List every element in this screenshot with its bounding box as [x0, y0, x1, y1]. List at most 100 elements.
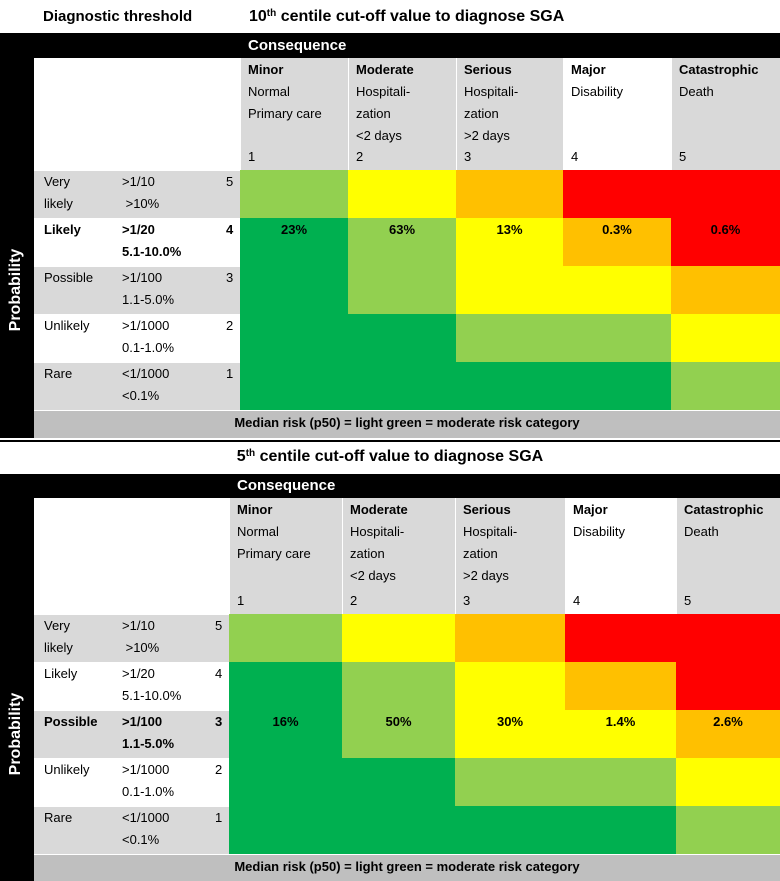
- risk-matrix-cell: [342, 758, 455, 806]
- risk-matrix-cell: [671, 170, 780, 218]
- risk-matrix-cell: [342, 662, 455, 710]
- probability-strip: [0, 34, 34, 438]
- consequence-title: Catastrophic: [684, 502, 764, 517]
- probability-row-label-cell: [34, 806, 229, 854]
- risk-matrix-cell: [563, 362, 671, 410]
- risk-matrix-cell: [348, 170, 456, 218]
- consequence-number: 2: [356, 149, 364, 164]
- consequence-title: Moderate: [356, 62, 414, 77]
- risk-matrix-cell: [565, 758, 676, 806]
- consequence-bar: [34, 34, 780, 58]
- probability-row-label-cell: [34, 362, 240, 410]
- median-risk-footer: [34, 854, 780, 881]
- consequence-title: Minor: [237, 502, 273, 517]
- probability-label: Rare: [44, 366, 73, 381]
- section2-header-bar: [0, 440, 780, 474]
- risk-matrix-cell: [348, 362, 456, 410]
- consequence-desc: zation: [463, 546, 498, 561]
- probability-frequency: >1/100: [122, 270, 163, 285]
- risk-matrix-cell: [456, 218, 563, 266]
- consequence-desc: zation: [350, 546, 385, 561]
- risk-matrix-cell: [229, 710, 342, 758]
- risk-matrix-cell: [240, 218, 348, 266]
- consequence-number: 2: [350, 593, 358, 608]
- diagnostic-threshold-header: Diagnostic threshold: [43, 8, 193, 25]
- risk-matrix-cell: [671, 314, 780, 362]
- risk-matrix-cell: [456, 266, 563, 314]
- consequence-number: 4: [573, 593, 581, 608]
- probability-label: Very: [44, 618, 71, 633]
- probability-frequency: <1/1000: [122, 810, 170, 825]
- probability-number: 4: [226, 222, 234, 237]
- risk-matrix-cell: [565, 806, 676, 854]
- probability-label: Unlikely: [44, 762, 90, 777]
- consequence-desc: zation: [356, 106, 391, 121]
- probability-frequency: >10%: [122, 196, 160, 211]
- probability-frequency: >1/1000: [122, 762, 170, 777]
- probability-number: 4: [215, 666, 223, 681]
- consequence-desc: zation: [464, 106, 499, 121]
- risk-matrix-cell: [563, 218, 671, 266]
- probability-label: Likely: [44, 222, 81, 237]
- consequence-desc: <2 days: [356, 128, 402, 143]
- risk-matrix-cell: [563, 266, 671, 314]
- risk-matrix-cell: [342, 710, 455, 758]
- consequence-title: Major: [571, 62, 606, 77]
- consequence-header-cell: [455, 498, 565, 614]
- risk-matrix-cell: [671, 362, 780, 410]
- probability-label: Possible: [44, 270, 94, 285]
- probability-frequency: >1/20: [122, 222, 155, 237]
- risk-matrix-cell: [229, 614, 342, 662]
- consequence-title: Serious: [463, 502, 511, 517]
- risk-percentage: 2.6%: [713, 714, 743, 729]
- probability-vertical-label: Probability: [7, 248, 24, 332]
- consequence-title: Moderate: [350, 502, 408, 517]
- risk-matrix-cell: [676, 806, 780, 854]
- risk-matrix-cell: [348, 314, 456, 362]
- probability-frequency: >10%: [122, 640, 160, 655]
- probability-label: likely: [44, 196, 73, 211]
- risk-matrix-cell: [676, 758, 780, 806]
- consequence-header-cell: [342, 498, 455, 614]
- probability-label: Unlikely: [44, 318, 90, 333]
- consequence-header-cell: [240, 58, 348, 170]
- probability-number: 1: [215, 810, 223, 825]
- risk-percentage: 0.6%: [710, 222, 741, 237]
- probability-row-label-cell: [34, 218, 240, 266]
- probability-label: Rare: [44, 810, 73, 825]
- probability-number: 2: [215, 762, 223, 777]
- probability-vertical-label: Probability: [7, 692, 24, 776]
- consequence-header-cell: [456, 58, 563, 170]
- consequence-number: 3: [464, 149, 472, 164]
- probability-row-label-cell: [34, 314, 240, 362]
- risk-matrix-cell: [455, 710, 565, 758]
- risk-matrix-cell: [348, 266, 456, 314]
- consequence-bar: [34, 474, 780, 498]
- probability-label: Likely: [44, 666, 78, 681]
- consequence-desc: Hospitali-: [463, 524, 518, 539]
- section2-title: 5th centile cut-off value to diagnose SG…: [236, 448, 544, 465]
- risk-matrix-cell: [455, 614, 565, 662]
- probability-number: 3: [215, 714, 223, 729]
- median-risk-text: Median risk (p50) = light green = modera…: [234, 415, 580, 430]
- risk-percentage: 1.4%: [605, 714, 636, 729]
- consequence-desc: >2 days: [464, 128, 510, 143]
- risk-percentage: 30%: [496, 714, 524, 729]
- consequence-title: Catastrophic: [679, 62, 759, 77]
- consequence-desc: Death: [679, 84, 714, 99]
- risk-percentage: 63%: [388, 222, 416, 237]
- risk-matrix-cell: [671, 266, 780, 314]
- risk-matrix-cell: [676, 710, 780, 758]
- consequence-number: 5: [684, 593, 692, 608]
- risk-matrix-cell: [342, 806, 455, 854]
- consequence-number: 4: [571, 149, 579, 164]
- risk-matrix-cell: [455, 662, 565, 710]
- probability-label: Possible: [44, 714, 98, 729]
- probability-frequency: >1/1000: [122, 318, 170, 333]
- probability-frequency: >1/20: [122, 666, 155, 681]
- risk-matrix-cell: [348, 218, 456, 266]
- risk-matrix-cell: [563, 170, 671, 218]
- risk-matrix-cell: [455, 806, 565, 854]
- consequence-desc: Normal: [248, 84, 290, 99]
